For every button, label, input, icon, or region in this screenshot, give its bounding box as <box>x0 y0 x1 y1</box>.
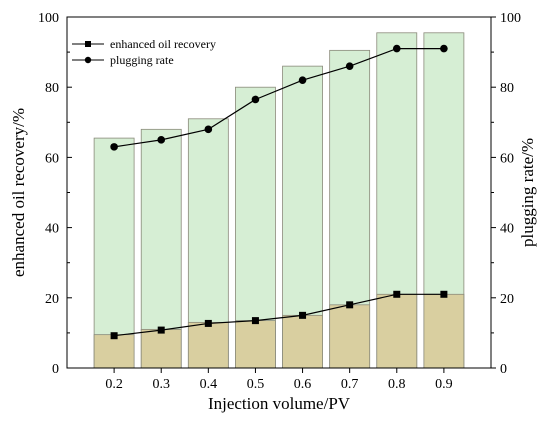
point-recovery <box>440 290 448 298</box>
point-plugging <box>110 143 118 151</box>
bar-enhanced-oil-recovery <box>282 314 323 369</box>
y2-tick-label: 40 <box>500 222 514 237</box>
legend-marker-recovery <box>85 41 91 47</box>
y-tick-label: 20 <box>45 292 59 307</box>
x-tick-label: 0.6 <box>294 377 312 392</box>
y2-tick-label: 80 <box>500 81 514 96</box>
y2-axis-label: plugging rate/% <box>518 138 537 247</box>
point-plugging <box>345 62 354 70</box>
point-recovery <box>110 332 118 340</box>
series-line-recovery <box>114 293 444 337</box>
legend-marker-plugging <box>84 56 92 64</box>
point-plugging <box>392 44 401 53</box>
x-tick-label: 0.4 <box>200 377 218 392</box>
y2-tick-label: 0 <box>500 362 507 377</box>
y2-tick-label: 20 <box>500 292 514 307</box>
y-tick-label: 80 <box>45 81 59 96</box>
point-recovery <box>346 301 354 309</box>
point-plugging <box>298 76 307 84</box>
x-tick-label: 0.7 <box>341 377 359 392</box>
point-recovery <box>157 326 165 334</box>
legend-label-recovery: enhanced oil recovery <box>110 37 216 51</box>
legend-label-plugging: plugging rate <box>110 53 174 67</box>
bars-layer <box>93 32 465 369</box>
axes-layer: 0 20 40 60 80 100 0 20 40 60 80 100 0.2 0.3 0.4 0.5 0.6 0… <box>38 11 521 392</box>
x-tick-label: 0.3 <box>152 377 170 392</box>
point-plugging <box>440 44 448 53</box>
point-recovery <box>251 317 259 325</box>
point-plugging <box>157 136 166 144</box>
bar-enhanced-oil-recovery <box>140 328 182 369</box>
bar-plugging-rate <box>93 137 135 369</box>
bar-enhanced-oil-recovery <box>376 293 418 369</box>
x-tick-label: 0.8 <box>388 377 406 392</box>
bar-enhanced-oil-recovery <box>187 321 229 369</box>
y2-tick-label: 60 <box>500 151 514 166</box>
y-tick-label: 0 <box>52 362 59 377</box>
bar-enhanced-oil-recovery <box>423 293 465 369</box>
x-tick-label: 0.9 <box>435 377 453 392</box>
lines-layer <box>110 44 448 340</box>
point-recovery <box>204 319 212 327</box>
legend: enhanced oil recovery plugging rate <box>72 37 216 67</box>
x-tick-label: 0.2 <box>105 377 123 392</box>
y-tick-label: 40 <box>45 222 59 237</box>
y2-tick-label: 100 <box>500 11 521 26</box>
bar-enhanced-oil-recovery <box>329 304 371 369</box>
point-plugging <box>251 95 260 104</box>
bar-enhanced-oil-recovery <box>93 334 135 369</box>
point-recovery <box>393 290 401 298</box>
x-axis-label: Injection volume/PV <box>208 394 351 413</box>
series-line-plugging <box>114 47 444 148</box>
y-tick-label: 60 <box>45 151 59 166</box>
x-tick-label: 0.5 <box>247 377 265 392</box>
point-plugging <box>204 125 213 134</box>
y-axis-label: enhanced oil recovery/% <box>9 108 28 277</box>
y-tick-label: 100 <box>38 11 59 26</box>
bar-enhanced-oil-recovery <box>235 320 276 369</box>
point-recovery <box>299 311 307 319</box>
